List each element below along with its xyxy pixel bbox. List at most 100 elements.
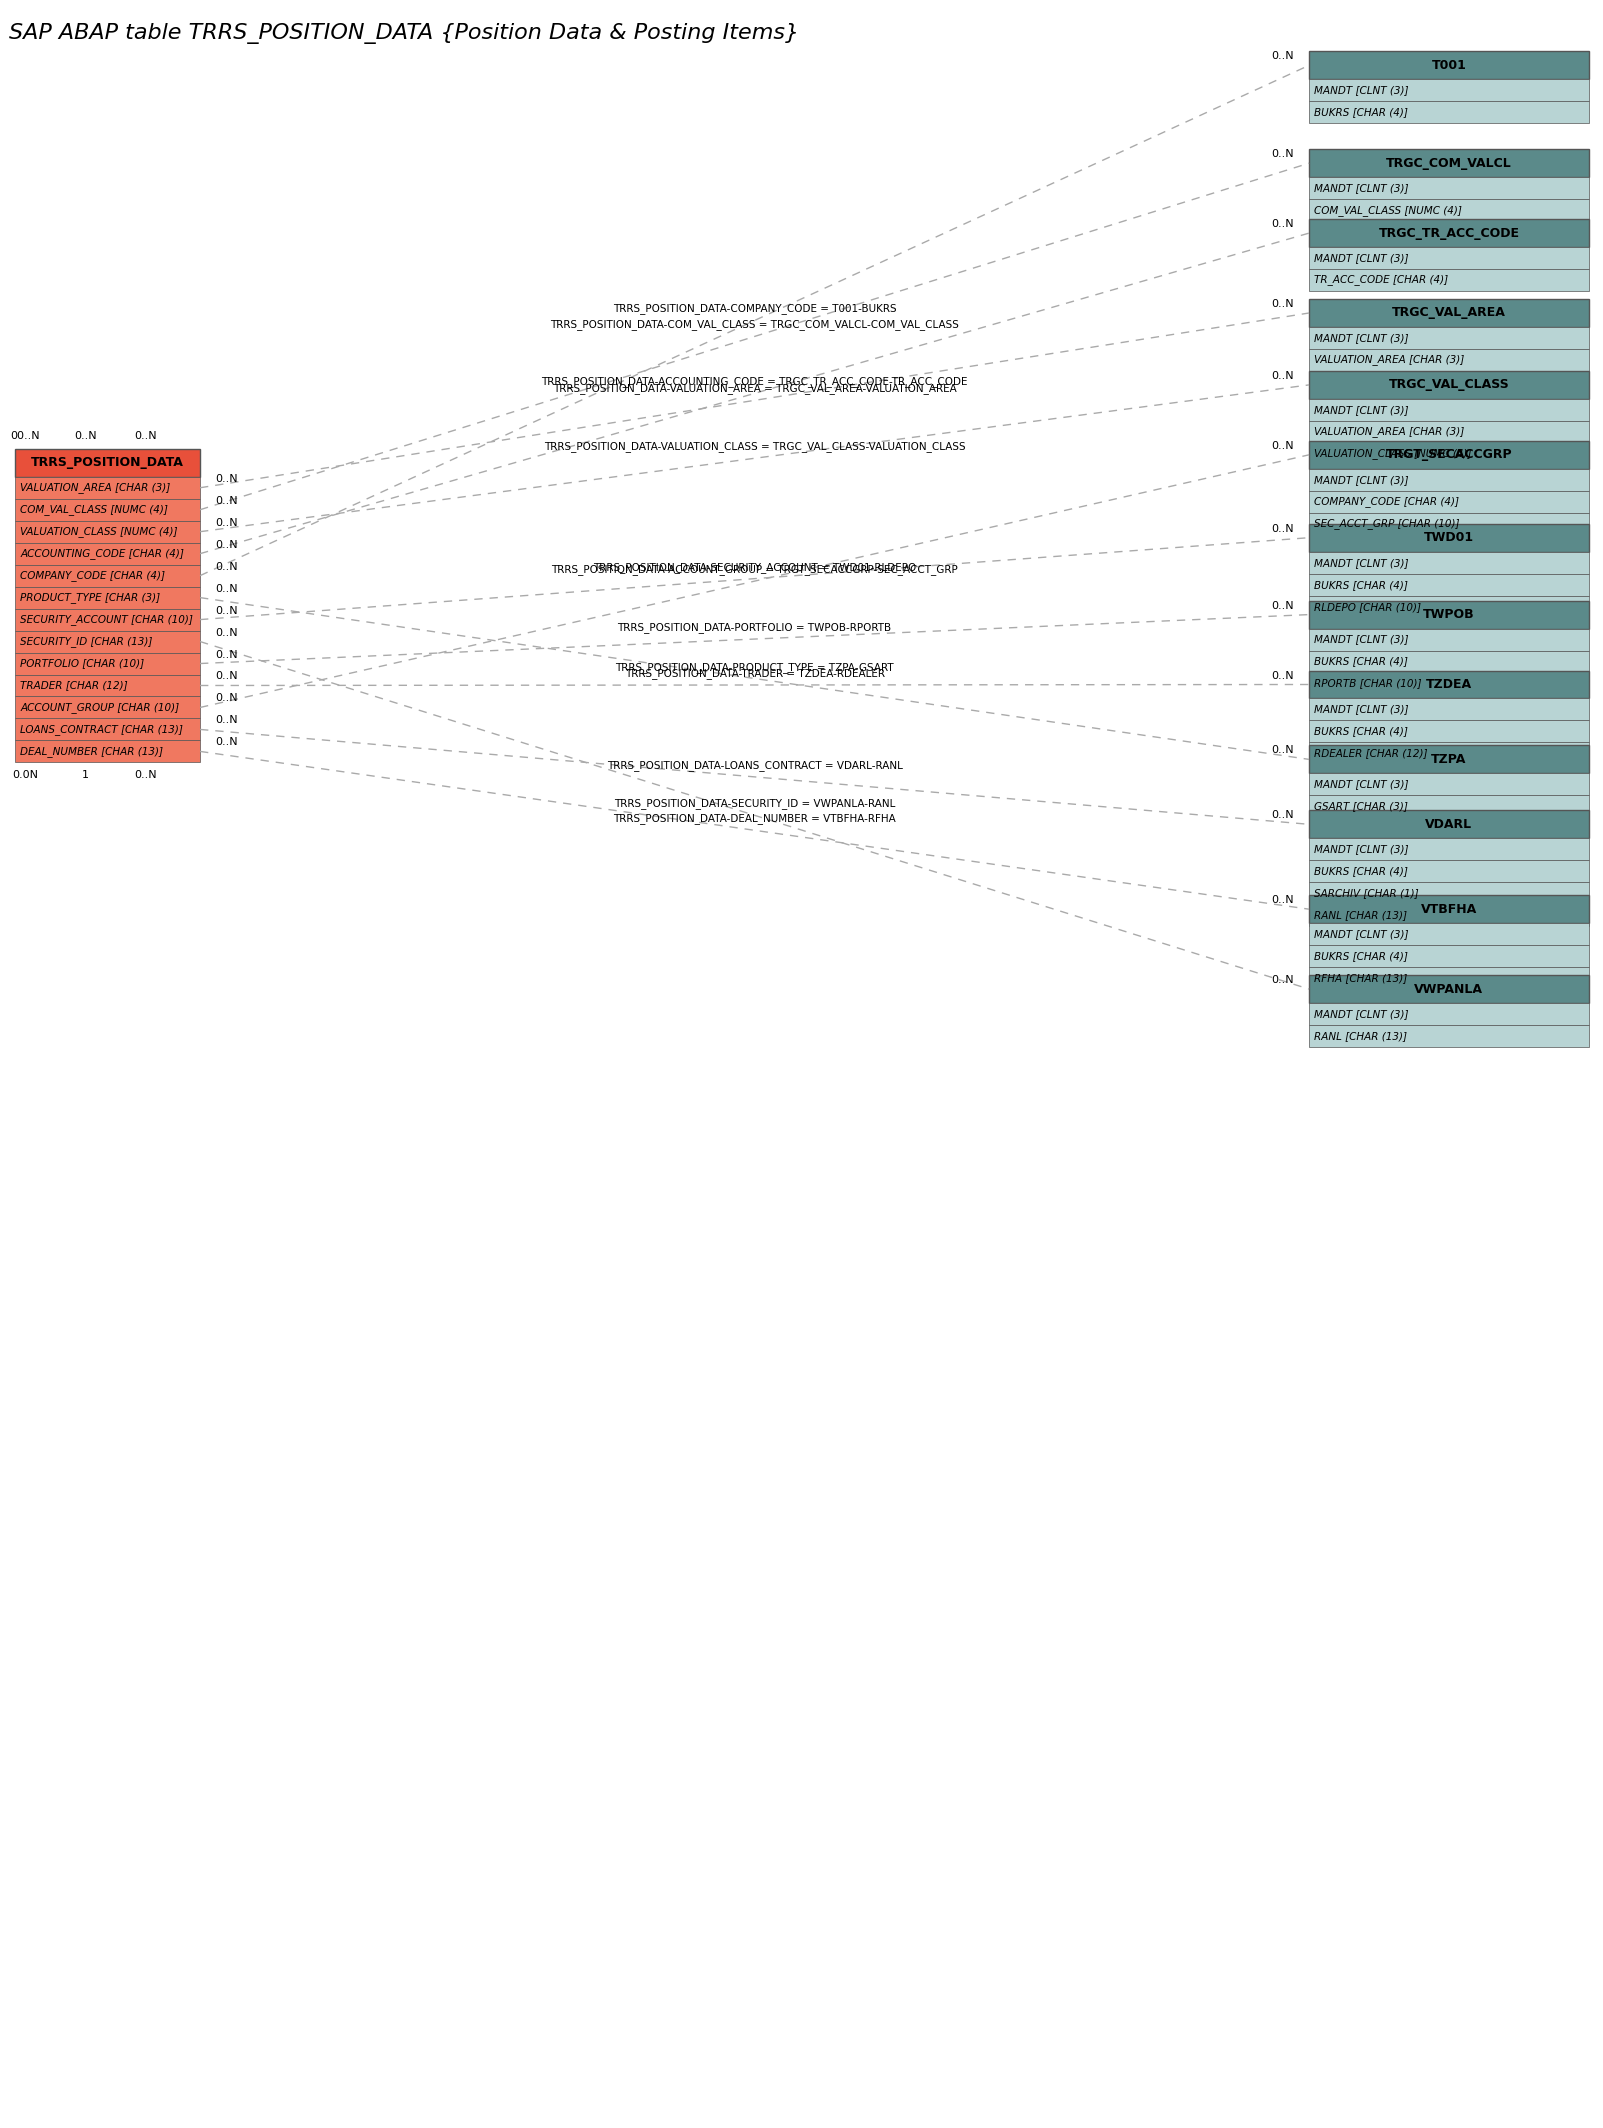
Text: 0..N: 0..N <box>215 738 237 747</box>
Text: 00..N: 00..N <box>11 430 40 440</box>
Bar <box>1310 177 1589 200</box>
Bar <box>1310 698 1589 721</box>
Text: SECURITY_ID [CHAR (13)]: SECURITY_ID [CHAR (13)] <box>21 636 152 647</box>
Bar <box>1310 219 1589 247</box>
Text: MANDT [CLNT (3)]: MANDT [CLNT (3)] <box>1314 183 1409 194</box>
Text: 0..N: 0..N <box>215 496 237 506</box>
Text: TRRS_POSITION_DATA-DEAL_NUMBER = VTBFHA-RFHA: TRRS_POSITION_DATA-DEAL_NUMBER = VTBFHA-… <box>614 813 896 824</box>
Text: 0..N: 0..N <box>74 430 96 440</box>
Text: 0..N: 0..N <box>215 628 237 638</box>
Bar <box>1310 838 1589 860</box>
Bar <box>1310 349 1589 370</box>
Text: SECURITY_ACCOUNT [CHAR (10)]: SECURITY_ACCOUNT [CHAR (10)] <box>21 615 194 626</box>
Bar <box>1310 966 1589 990</box>
Text: MANDT [CLNT (3)]: MANDT [CLNT (3)] <box>1314 332 1409 343</box>
Bar <box>1310 945 1589 966</box>
Text: PORTFOLIO [CHAR (10)]: PORTFOLIO [CHAR (10)] <box>21 658 144 668</box>
Text: VALUATION_CLASS [NUMC (4)]: VALUATION_CLASS [NUMC (4)] <box>1314 449 1472 460</box>
Text: MANDT [CLNT (3)]: MANDT [CLNT (3)] <box>1314 634 1409 645</box>
Text: 0..N: 0..N <box>133 430 157 440</box>
Bar <box>1310 575 1589 596</box>
Text: TRGC_VAL_CLASS: TRGC_VAL_CLASS <box>1388 379 1510 392</box>
Text: MANDT [CLNT (3)]: MANDT [CLNT (3)] <box>1314 1009 1409 1019</box>
Bar <box>1310 745 1589 772</box>
Text: TWD01: TWD01 <box>1423 532 1473 545</box>
Text: TRRS_POSITION_DATA-COMPANY_CODE = T001-BUKRS: TRRS_POSITION_DATA-COMPANY_CODE = T001-B… <box>612 304 896 315</box>
Text: RANL [CHAR (13)]: RANL [CHAR (13)] <box>1314 1032 1407 1041</box>
Text: TR_ACC_CODE [CHAR (4)]: TR_ACC_CODE [CHAR (4)] <box>1314 275 1448 285</box>
Bar <box>1310 492 1589 513</box>
Text: RLDEPO [CHAR (10)]: RLDEPO [CHAR (10)] <box>1314 602 1422 611</box>
Text: MANDT [CLNT (3)]: MANDT [CLNT (3)] <box>1314 704 1409 715</box>
Text: TRRS_POSITION_DATA-VALUATION_AREA = TRGC_VAL_AREA-VALUATION_AREA: TRRS_POSITION_DATA-VALUATION_AREA = TRGC… <box>553 383 957 394</box>
Text: TRGC_COM_VALCL: TRGC_COM_VALCL <box>1387 157 1512 170</box>
Text: VALUATION_AREA [CHAR (3)]: VALUATION_AREA [CHAR (3)] <box>1314 355 1465 366</box>
Text: RDEALER [CHAR (12)]: RDEALER [CHAR (12)] <box>1314 749 1428 758</box>
Text: 0..N: 0..N <box>215 694 237 704</box>
Text: COM_VAL_CLASS [NUMC (4)]: COM_VAL_CLASS [NUMC (4)] <box>21 504 168 515</box>
Bar <box>16 521 200 543</box>
Bar <box>1310 440 1589 468</box>
Text: 0..N: 0..N <box>1271 745 1294 755</box>
Bar <box>16 587 200 609</box>
Bar <box>16 543 200 564</box>
Text: 0..N: 0..N <box>215 606 237 615</box>
Text: BUKRS [CHAR (4)]: BUKRS [CHAR (4)] <box>1314 106 1407 117</box>
Bar <box>16 609 200 630</box>
Text: TRADER [CHAR (12)]: TRADER [CHAR (12)] <box>21 681 128 689</box>
Bar <box>16 477 200 498</box>
Bar <box>1310 79 1589 102</box>
Text: 0..N: 0..N <box>1271 440 1294 451</box>
Bar <box>16 696 200 719</box>
Text: SARCHIV [CHAR (1)]: SARCHIV [CHAR (1)] <box>1314 887 1419 898</box>
Bar <box>1310 551 1589 575</box>
Text: MANDT [CLNT (3)]: MANDT [CLNT (3)] <box>1314 253 1409 264</box>
Text: MANDT [CLNT (3)]: MANDT [CLNT (3)] <box>1314 558 1409 568</box>
Text: 1: 1 <box>82 770 88 781</box>
Text: RPORTB [CHAR (10)]: RPORTB [CHAR (10)] <box>1314 679 1422 689</box>
Text: VALUATION_CLASS [NUMC (4)]: VALUATION_CLASS [NUMC (4)] <box>21 526 178 536</box>
Bar <box>1310 924 1589 945</box>
Text: COM_VAL_CLASS [NUMC (4)]: COM_VAL_CLASS [NUMC (4)] <box>1314 204 1462 215</box>
Bar <box>1310 883 1589 904</box>
Text: 0..N: 0..N <box>215 562 237 572</box>
Text: 0..N: 0..N <box>215 649 237 660</box>
Text: TRRS_POSITION_DATA-ACCOUNTING_CODE = TRGC_TR_ACC_CODE-TR_ACC_CODE: TRRS_POSITION_DATA-ACCOUNTING_CODE = TRG… <box>542 377 968 387</box>
Text: 0..N: 0..N <box>215 672 237 681</box>
Bar <box>1310 975 1589 1002</box>
Text: COMPANY_CODE [CHAR (4)]: COMPANY_CODE [CHAR (4)] <box>1314 496 1459 506</box>
Bar <box>1310 596 1589 617</box>
Bar <box>1310 200 1589 221</box>
Text: TRRS_POSITION_DATA-ACCOUNT_GROUP = TRGT_SECACCGRP-SEC_ACCT_GRP: TRRS_POSITION_DATA-ACCOUNT_GROUP = TRGT_… <box>551 564 959 575</box>
Bar <box>1310 743 1589 764</box>
Text: TRRS_POSITION_DATA-PORTFOLIO = TWPOB-RPORTB: TRRS_POSITION_DATA-PORTFOLIO = TWPOB-RPO… <box>617 621 891 632</box>
Text: BUKRS [CHAR (4)]: BUKRS [CHAR (4)] <box>1314 726 1407 736</box>
Text: COMPANY_CODE [CHAR (4)]: COMPANY_CODE [CHAR (4)] <box>21 570 165 581</box>
Bar <box>16 630 200 653</box>
Text: TWPOB: TWPOB <box>1423 609 1475 621</box>
Bar <box>1310 51 1589 79</box>
Text: TZPA: TZPA <box>1431 753 1467 766</box>
Text: TRRS_POSITION_DATA-VALUATION_CLASS = TRGC_VAL_CLASS-VALUATION_CLASS: TRRS_POSITION_DATA-VALUATION_CLASS = TRG… <box>543 440 965 453</box>
Text: 0..N: 0..N <box>1271 300 1294 309</box>
Text: TRRS_POSITION_DATA-LOANS_CONTRACT = VDARL-RANL: TRRS_POSITION_DATA-LOANS_CONTRACT = VDAR… <box>606 760 902 770</box>
Text: TRRS_POSITION_DATA-SECURITY_ACCOUNT = TWD01-RLDEPO: TRRS_POSITION_DATA-SECURITY_ACCOUNT = TW… <box>593 562 917 572</box>
Bar <box>1310 670 1589 698</box>
Text: 0..N: 0..N <box>1271 523 1294 534</box>
Text: 0..N: 0..N <box>1271 149 1294 160</box>
Bar <box>1310 904 1589 926</box>
Text: RFHA [CHAR (13)]: RFHA [CHAR (13)] <box>1314 972 1407 983</box>
Bar <box>16 653 200 675</box>
Text: 0..N: 0..N <box>215 715 237 726</box>
Bar <box>1310 523 1589 551</box>
Bar <box>1310 102 1589 123</box>
Bar <box>1310 600 1589 628</box>
Bar <box>1310 721 1589 743</box>
Text: MANDT [CLNT (3)]: MANDT [CLNT (3)] <box>1314 930 1409 938</box>
Text: 0..N: 0..N <box>1271 600 1294 611</box>
Bar <box>1310 811 1589 838</box>
Text: DEAL_NUMBER [CHAR (13)]: DEAL_NUMBER [CHAR (13)] <box>21 747 164 758</box>
Bar <box>1310 421 1589 443</box>
Text: SEC_ACCT_GRP [CHAR (10)]: SEC_ACCT_GRP [CHAR (10)] <box>1314 519 1460 530</box>
Bar <box>1310 149 1589 177</box>
